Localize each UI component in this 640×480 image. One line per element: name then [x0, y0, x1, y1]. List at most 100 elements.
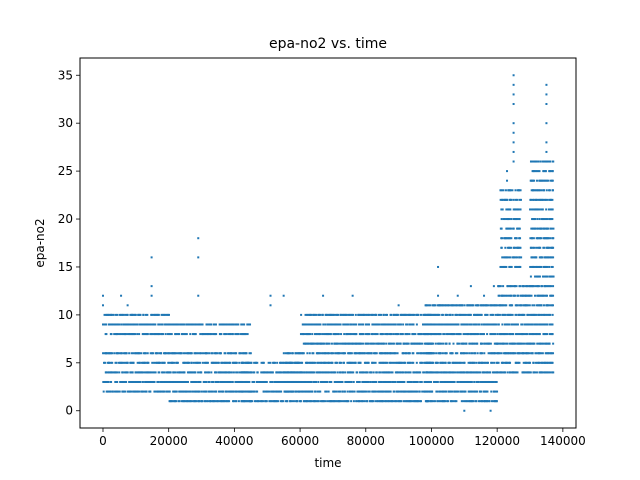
- data-point: [273, 400, 276, 403]
- data-point: [203, 380, 206, 383]
- data-point: [451, 323, 454, 326]
- data-point: [141, 371, 144, 374]
- data-point: [159, 361, 162, 364]
- data-point: [437, 333, 440, 336]
- data-point: [426, 361, 429, 364]
- data-point: [379, 400, 382, 403]
- data-point: [297, 352, 300, 355]
- data-point: [258, 380, 261, 383]
- data-point: [434, 371, 437, 374]
- data-point: [223, 323, 226, 326]
- data-point: [200, 352, 203, 355]
- data-point: [447, 390, 450, 393]
- data-point: [389, 352, 392, 355]
- data-point: [136, 323, 139, 326]
- y-tick-label: 0: [65, 404, 73, 418]
- data-point: [548, 333, 551, 336]
- data-point: [416, 371, 419, 374]
- data-point: [538, 218, 541, 221]
- data-point: [311, 333, 314, 336]
- data-point: [459, 333, 462, 336]
- data-point: [290, 390, 293, 393]
- data-point: [111, 371, 114, 374]
- data-point: [375, 371, 378, 374]
- data-point: [502, 304, 505, 307]
- data-point: [316, 400, 319, 403]
- data-point: [168, 361, 171, 364]
- data-point: [451, 390, 454, 393]
- data-point: [545, 103, 548, 106]
- data-point: [291, 371, 294, 374]
- data-point: [220, 400, 223, 403]
- data-point: [207, 333, 210, 336]
- data-point: [434, 333, 437, 336]
- data-point: [506, 227, 509, 230]
- data-point: [110, 333, 113, 336]
- data-point: [344, 352, 347, 355]
- data-point: [306, 352, 309, 355]
- data-point: [388, 390, 391, 393]
- data-point: [529, 294, 532, 297]
- data-point: [405, 323, 408, 326]
- data-point: [172, 390, 175, 393]
- data-point: [516, 342, 519, 345]
- data-point: [363, 400, 366, 403]
- data-point: [546, 227, 549, 230]
- data-point: [168, 333, 171, 336]
- data-point: [454, 400, 457, 403]
- data-point: [540, 189, 543, 192]
- data-point: [393, 390, 396, 393]
- data-point: [250, 371, 253, 374]
- data-point: [327, 323, 330, 326]
- data-point: [405, 352, 408, 355]
- data-point: [494, 371, 497, 374]
- data-point: [331, 371, 334, 374]
- data-point: [338, 342, 341, 345]
- data-point: [376, 333, 379, 336]
- data-point: [406, 333, 409, 336]
- data-point: [513, 342, 516, 345]
- data-point: [469, 285, 472, 288]
- data-point: [353, 390, 356, 393]
- data-point: [526, 294, 529, 297]
- data-point: [504, 313, 507, 316]
- data-point: [452, 323, 455, 326]
- data-point: [334, 371, 337, 374]
- data-point: [192, 390, 195, 393]
- data-point: [158, 333, 161, 336]
- data-point: [476, 390, 479, 393]
- data-point: [477, 323, 480, 326]
- data-point: [168, 352, 171, 355]
- data-point: [265, 380, 268, 383]
- data-point: [367, 342, 370, 345]
- data-point: [301, 361, 304, 364]
- data-point: [493, 304, 496, 307]
- data-point: [367, 361, 370, 364]
- data-point: [507, 237, 510, 240]
- data-point: [512, 285, 515, 288]
- data-point: [500, 208, 503, 211]
- data-point: [526, 333, 529, 336]
- data-point: [533, 246, 536, 249]
- data-point: [297, 380, 300, 383]
- data-point: [544, 294, 547, 297]
- data-point: [474, 390, 477, 393]
- data-point: [151, 380, 154, 383]
- data-point: [465, 313, 468, 316]
- data-point: [338, 323, 341, 326]
- data-point: [256, 361, 259, 364]
- data-point: [396, 361, 399, 364]
- data-point: [510, 285, 513, 288]
- data-point: [381, 352, 384, 355]
- data-point: [175, 333, 178, 336]
- data-point: [216, 361, 219, 364]
- data-point: [183, 380, 186, 383]
- data-point: [537, 198, 540, 201]
- data-point: [369, 342, 372, 345]
- data-point: [197, 352, 200, 355]
- data-point: [223, 400, 226, 403]
- data-point: [111, 361, 114, 364]
- data-point: [203, 361, 206, 364]
- data-point: [433, 400, 436, 403]
- data-point: [145, 390, 148, 393]
